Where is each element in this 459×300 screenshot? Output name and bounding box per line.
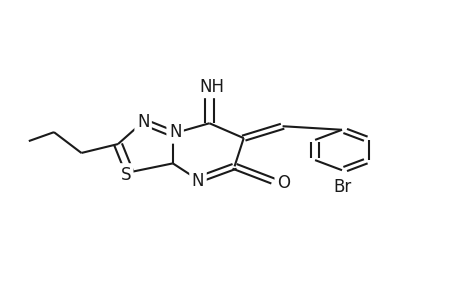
Text: N: N <box>168 123 181 141</box>
Text: NH: NH <box>199 78 224 96</box>
Text: S: S <box>120 166 131 184</box>
Text: N: N <box>137 113 149 131</box>
Text: Br: Br <box>332 178 350 196</box>
Text: O: O <box>276 174 289 192</box>
Text: N: N <box>191 172 204 190</box>
